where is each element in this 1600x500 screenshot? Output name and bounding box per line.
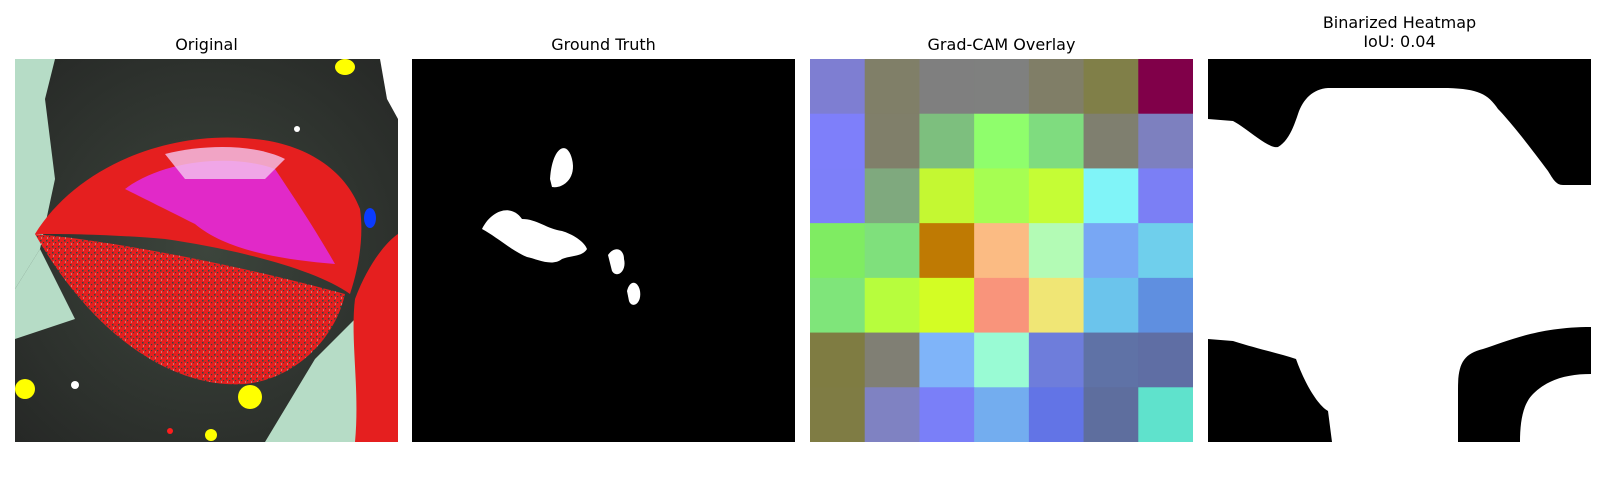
gradcam-cell	[974, 387, 1030, 442]
gradcam-cell	[1138, 113, 1193, 170]
gradcam-cell	[864, 332, 921, 388]
gradcam-cell	[1138, 168, 1193, 224]
gradcam-grid	[810, 59, 1193, 442]
gradcam-cell	[1083, 387, 1139, 442]
gradcam-cell	[810, 223, 866, 279]
gradcam-cell	[864, 277, 921, 334]
gradcam-cell	[1028, 168, 1085, 224]
gradcam-cell	[1028, 113, 1085, 170]
gradcam-cell	[864, 223, 921, 279]
gradcam-cell	[810, 387, 866, 442]
gradcam-cell	[974, 168, 1030, 224]
original-image	[15, 59, 398, 442]
gradcam-cell	[1138, 59, 1193, 115]
gradcam-cell	[1083, 277, 1139, 334]
ground-truth-title: Ground Truth	[551, 35, 656, 54]
gradcam-cell	[919, 277, 975, 334]
gradcam-cell	[810, 277, 866, 334]
gradcam-cell	[919, 113, 975, 170]
gradcam-cell	[919, 168, 975, 224]
gradcam-cell	[974, 332, 1030, 388]
gradcam-cell	[810, 168, 866, 224]
gradcam-cell	[864, 59, 921, 115]
gradcam-cell	[974, 113, 1030, 170]
gradcam-cell	[864, 113, 921, 170]
gradcam-cell	[974, 59, 1030, 115]
gradcam-title: Grad-CAM Overlay	[927, 35, 1076, 54]
gradcam-cell	[919, 332, 975, 388]
gradcam-cell	[1138, 387, 1193, 442]
gradcam-cell	[974, 277, 1030, 334]
binarized-title: Binarized Heatmap IoU: 0.04	[1208, 13, 1591, 51]
gradcam-cell	[1083, 113, 1139, 170]
ground-truth-svg	[412, 59, 795, 442]
gradcam-cell	[1083, 332, 1139, 388]
gradcam-overlay	[810, 59, 1193, 442]
binarized-svg	[1208, 59, 1591, 442]
gradcam-cell	[1028, 277, 1085, 334]
gradcam-cell	[810, 332, 866, 388]
original-image-svg	[15, 59, 398, 442]
gradcam-cell	[1138, 223, 1193, 279]
gradcam-cell	[1028, 387, 1085, 442]
ground-truth-mask	[412, 59, 795, 442]
gradcam-cell	[810, 113, 866, 170]
gradcam-cell	[974, 223, 1030, 279]
original-title: Original	[175, 35, 238, 54]
gradcam-cell	[1083, 59, 1139, 115]
gradcam-cell	[864, 168, 921, 224]
gradcam-cell	[1028, 223, 1085, 279]
gradcam-cell	[1083, 168, 1139, 224]
gradcam-cell	[864, 387, 921, 442]
gradcam-cell	[1138, 332, 1193, 388]
gradcam-cell	[810, 59, 866, 115]
gradcam-cell	[1028, 59, 1085, 115]
iou-score: IoU: 0.04	[1363, 32, 1436, 51]
gradcam-cell	[919, 387, 975, 442]
gradcam-cell	[1028, 332, 1085, 388]
gradcam-cell	[919, 59, 975, 115]
binarized-title-line1: Binarized Heatmap	[1322, 13, 1477, 32]
gradcam-cell	[919, 223, 975, 279]
gradcam-cell	[1138, 277, 1193, 334]
gradcam-cell	[1083, 223, 1139, 279]
binarized-heatmap	[1208, 59, 1591, 442]
